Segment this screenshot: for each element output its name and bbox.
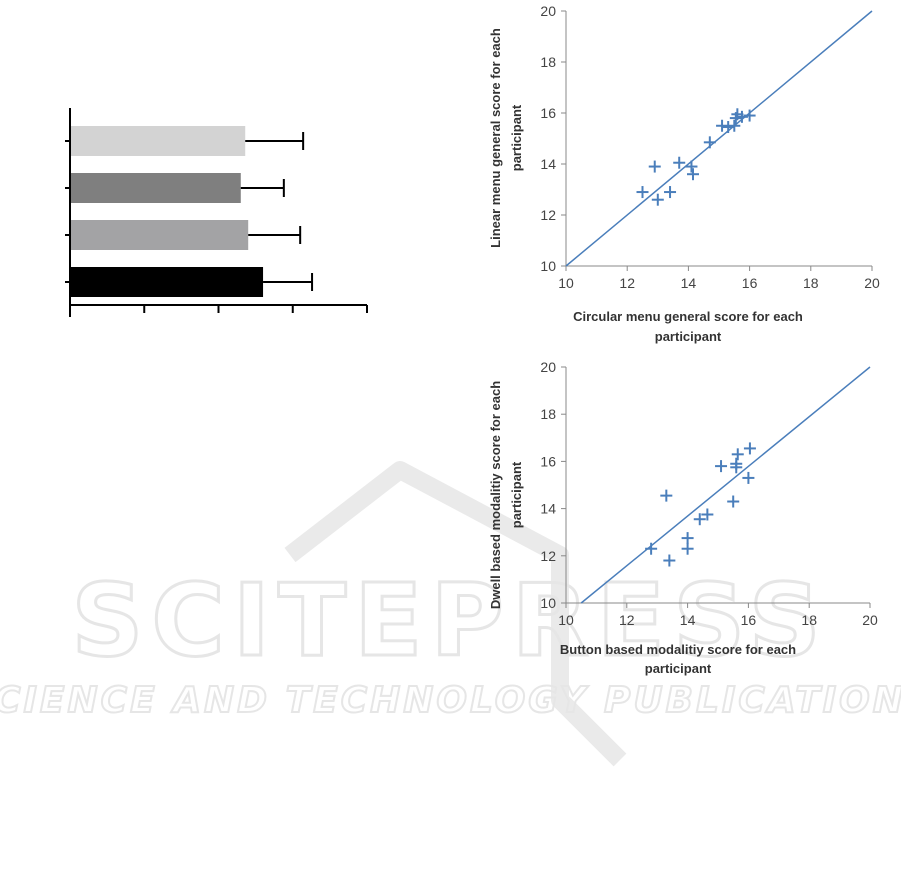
scatter-menu-axes — [561, 10, 873, 271]
bar-chart-axes — [65, 108, 368, 317]
s1-x-tick-label-4: 18 — [803, 275, 819, 291]
s2-point-0 — [645, 542, 658, 555]
scatter-menu-ylabel-line-1: Linear menu general score for each — [488, 28, 503, 248]
s2-point-10 — [730, 457, 743, 470]
scatter-menu-reference-line — [565, 10, 873, 267]
s2-point-5 — [693, 513, 706, 526]
s2-y-tick-label-0: 10 — [540, 595, 556, 611]
s2-point-13 — [743, 442, 756, 455]
s2-point-2 — [663, 554, 676, 567]
s1-y-tick-label-3: 16 — [540, 105, 556, 121]
s1-x-tick-label-1: 12 — [619, 275, 635, 291]
s2-reference-line-path — [580, 366, 871, 604]
s2-point-12 — [742, 471, 755, 484]
s1-x-tick-label-2: 14 — [681, 275, 697, 291]
s1-x-tick-label-3: 16 — [742, 275, 758, 291]
scatter-menu-points — [636, 108, 756, 206]
s2-y-tick-label-3: 16 — [540, 453, 556, 469]
bar-0 — [71, 126, 246, 156]
scatter-modality-axes — [561, 366, 871, 608]
s1-point-5 — [685, 160, 698, 173]
s2-y-tick-label-5: 20 — [540, 359, 556, 375]
scatter-modality-xlabel-line-1: Button based modalitiy score for each — [560, 642, 796, 657]
bar-chart-bars — [71, 126, 264, 297]
bar-2 — [71, 220, 249, 250]
s1-point-13 — [735, 110, 748, 123]
scatter-modality-points — [645, 442, 756, 567]
s1-reference-line-path — [565, 10, 873, 267]
s1-point-4 — [673, 156, 686, 169]
s2-x-tick-label-3: 16 — [741, 612, 757, 628]
s2-point-4 — [681, 532, 694, 545]
watermark-logo-shape — [284, 461, 627, 767]
s1-point-1 — [651, 193, 664, 206]
s1-point-8 — [716, 119, 729, 132]
s2-point-7 — [715, 460, 728, 473]
s2-x-tick-label-0: 10 — [558, 612, 574, 628]
s1-point-7 — [703, 136, 716, 149]
s1-point-6 — [686, 168, 699, 181]
s1-x-tick-label-5: 20 — [864, 275, 880, 291]
s1-y-tick-label-1: 12 — [540, 207, 556, 223]
scatter-menu-ylabel-line-2: participant — [509, 104, 524, 171]
s1-point-2 — [664, 186, 677, 199]
s1-y-tick-label-5: 20 — [540, 3, 556, 19]
s2-x-tick-label-1: 12 — [619, 612, 635, 628]
scatter-chart-menu: 10 12 14 16 18 20 10 12 14 16 18 20 Circular menu g… — [488, 3, 880, 344]
s2-y-tick-label-4: 18 — [540, 406, 556, 422]
scatter-modality-tick-labels: 10 12 14 16 18 20 10 12 14 16 18 20 — [540, 359, 878, 628]
watermark-sub-text: SCIENCE AND TECHNOLOGY PUBLICATIONS — [0, 680, 901, 721]
s2-point-1 — [660, 489, 673, 502]
scatter-chart-modality: 10 12 14 16 18 20 10 12 14 16 18 20 Button based mo… — [488, 359, 878, 676]
scatter-menu-xlabel-line-1: Circular menu general score for each — [573, 309, 803, 324]
scatter-menu-tick-labels: 10 12 14 16 18 20 10 12 14 16 18 20 — [540, 3, 880, 291]
s1-point-3 — [648, 160, 661, 173]
s1-point-0 — [636, 186, 649, 199]
s2-x-tick-label-4: 18 — [801, 612, 817, 628]
bar-chart — [65, 108, 368, 317]
bar-3 — [71, 267, 264, 297]
scatter-menu-xlabel-line-2: participant — [655, 329, 722, 344]
s1-point-14 — [743, 109, 756, 122]
watermark-main-text: SCITEPRESS — [71, 562, 828, 679]
s2-point-11 — [731, 448, 744, 461]
scatter-modality-xlabel-line-2: participant — [645, 661, 712, 676]
s1-x-tick-label-0: 10 — [558, 275, 574, 291]
watermark: SCITEPRESS SCIENCE AND TECHNOLOGY PUBLIC… — [0, 461, 901, 767]
bar-chart-error-bars — [240, 132, 314, 291]
s1-point-9 — [722, 121, 735, 134]
scatter-modality-reference-line — [580, 366, 871, 604]
scatter-modality-ylabel-line-1: Dwell based modalitiy score for each — [488, 381, 503, 609]
s1-point-10 — [728, 119, 741, 132]
s2-point-6 — [701, 508, 714, 521]
s2-x-tick-label-5: 20 — [862, 612, 878, 628]
s1-y-tick-label-0: 10 — [540, 258, 556, 274]
s2-x-tick-label-2: 14 — [680, 612, 696, 628]
bar-1 — [71, 173, 241, 203]
s2-y-tick-label-2: 14 — [540, 501, 556, 517]
s2-point-8 — [727, 495, 740, 508]
scatter-modality-ylabel-line-2: participant — [509, 461, 524, 528]
s2-point-3 — [681, 542, 694, 555]
s1-y-tick-label-2: 14 — [540, 156, 556, 172]
s1-y-tick-label-4: 18 — [540, 54, 556, 70]
s2-y-tick-label-1: 12 — [540, 548, 556, 564]
